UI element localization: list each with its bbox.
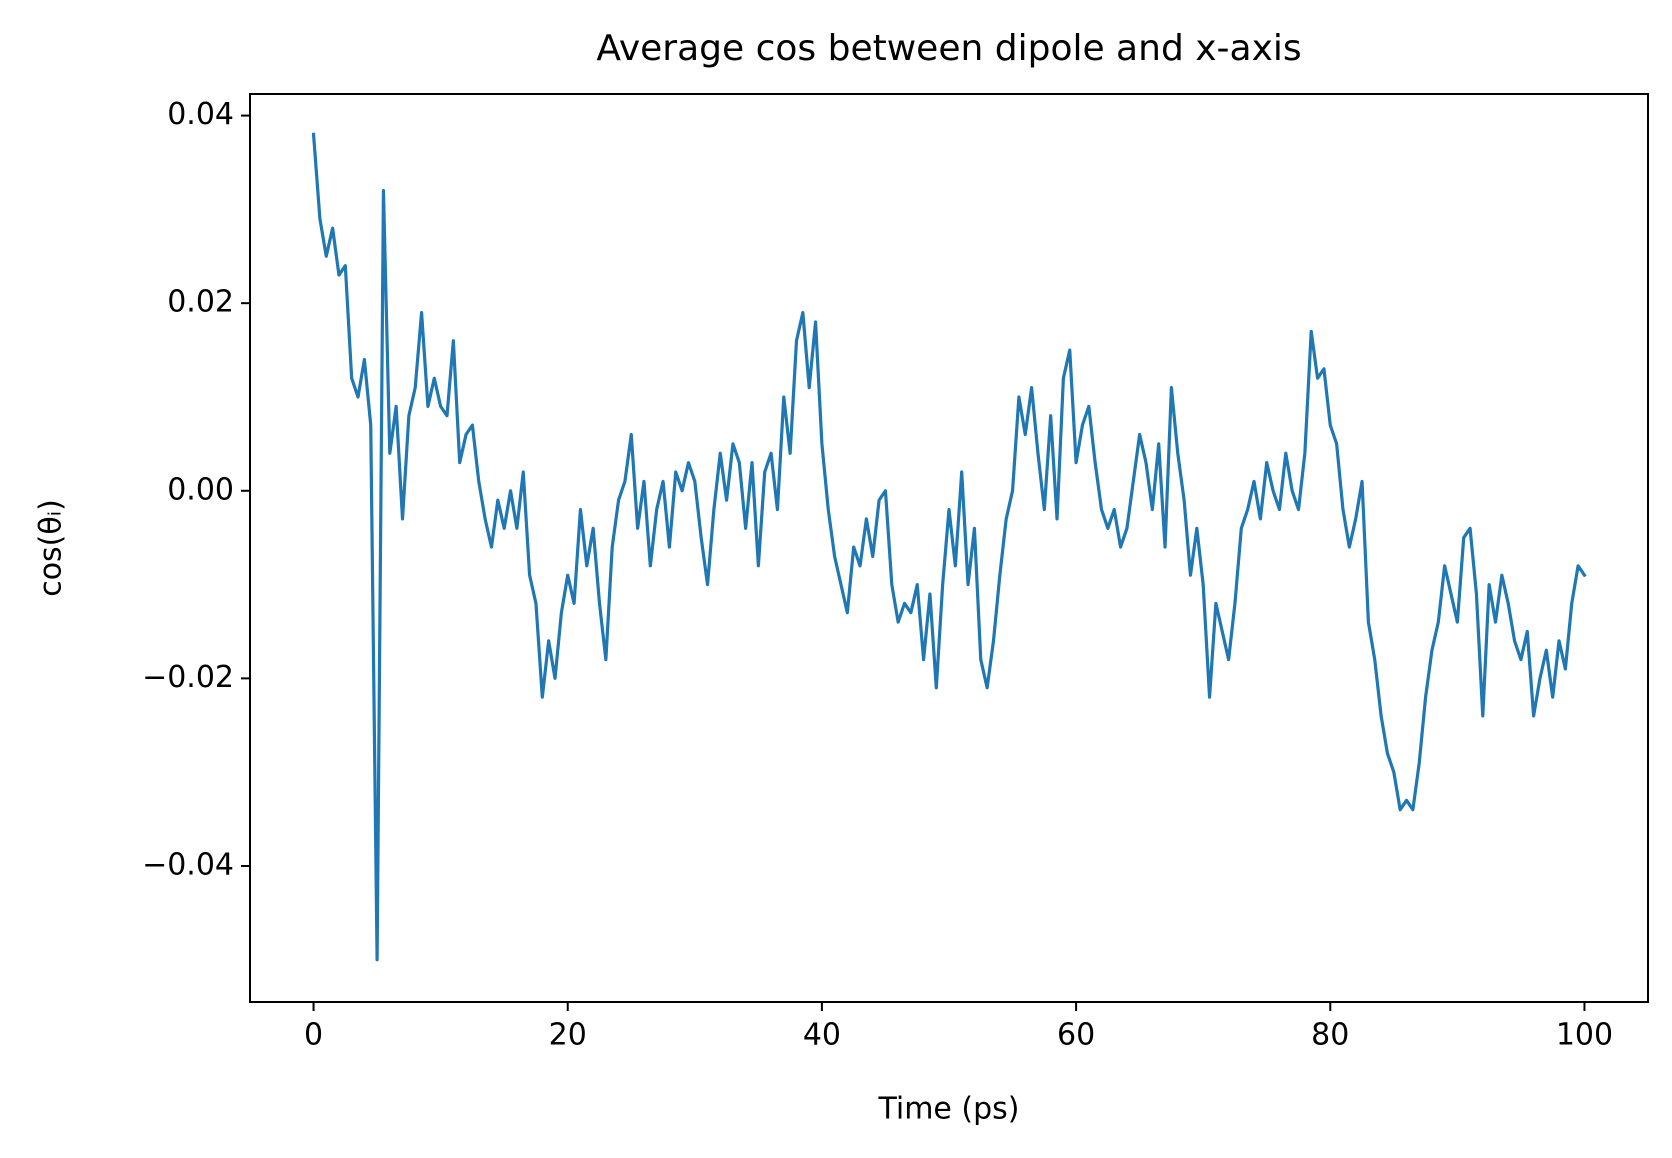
x-tick-label: 40: [803, 1018, 841, 1053]
x-tick-label: 20: [549, 1018, 587, 1053]
y-tick-label: −0.04: [142, 847, 234, 882]
x-tick-label: 80: [1311, 1018, 1349, 1053]
chart-title: Average cos between dipole and x-axis: [596, 28, 1301, 69]
y-tick-label: −0.02: [142, 660, 234, 695]
x-tick-label: 60: [1057, 1018, 1095, 1053]
plot-frame: [249, 93, 1649, 1003]
x-tick-label: 100: [1556, 1018, 1613, 1053]
x-axis-label: Time (ps): [877, 1092, 1019, 1127]
y-tick-label: 0.02: [167, 285, 234, 320]
data-line: [311, 132, 1587, 962]
y-tick-label: 0.04: [167, 97, 234, 132]
x-tick-label: 0: [304, 1018, 323, 1053]
y-tick-label: 0.00: [167, 472, 234, 507]
y-axis-label: cos(θᵢ): [34, 499, 69, 597]
